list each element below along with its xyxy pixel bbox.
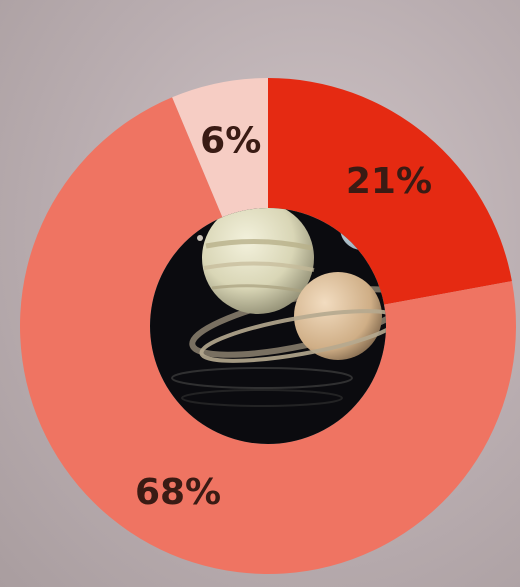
pie-label-1: 68%	[135, 472, 221, 513]
pie-slice-0	[268, 78, 512, 305]
pie-label-0: 21%	[346, 161, 432, 202]
pie-slices	[20, 78, 516, 574]
pie-label-2: 6%	[200, 121, 261, 162]
pie-labels: 21% 68% 6%	[135, 121, 432, 514]
pie-slice-2	[172, 78, 268, 218]
saturn-icon	[294, 272, 382, 360]
center-planets-image	[150, 208, 386, 444]
jupiter-icon	[202, 208, 314, 314]
pie-slice-1	[20, 97, 516, 574]
moon-icon	[197, 235, 203, 241]
